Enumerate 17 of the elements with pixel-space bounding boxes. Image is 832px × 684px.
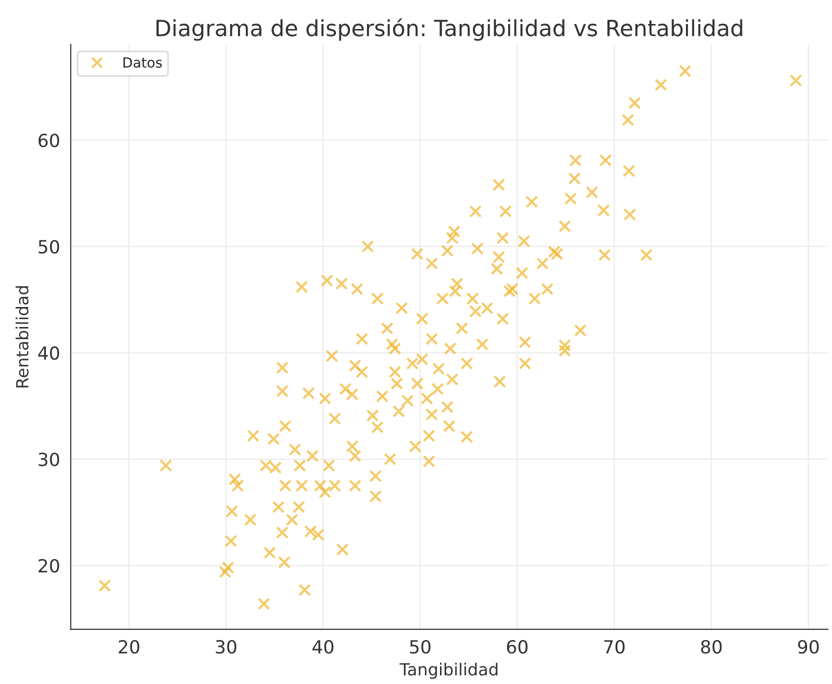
x-tick-label: 20: [118, 640, 140, 654]
x-tick-label: 90: [798, 640, 819, 654]
x-tick-label: 70: [604, 640, 625, 654]
x-tick-label: 80: [701, 640, 722, 654]
chart-title: Diagrama de dispersión: Tangibilidad vs Rentabilidad: [156, 18, 742, 41]
y-tick-label: 60: [38, 134, 60, 148]
y-tick-label: 30: [38, 452, 60, 466]
x-tick-label: 60: [507, 640, 528, 654]
y-axis-title: Rentabilidad: [16, 286, 29, 388]
x-tick-label: 30: [216, 640, 236, 654]
x-tick-label: 50: [410, 640, 430, 654]
x-axis-title: Tangibilidad: [400, 662, 498, 679]
legend-label: Datos: [123, 57, 162, 68]
y-tick-label: 50: [38, 240, 60, 254]
y-tick-label: 40: [38, 346, 60, 360]
x-tick-label: 40: [312, 640, 334, 654]
y-tick-label: 20: [38, 558, 60, 573]
